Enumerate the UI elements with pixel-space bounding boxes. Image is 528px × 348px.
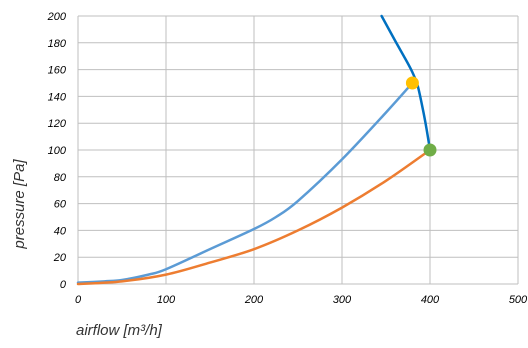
y-tick-label: 0 xyxy=(60,279,67,291)
series-line-2 xyxy=(76,81,414,284)
y-tick-label: 160 xyxy=(48,65,67,77)
operating-point-marker-1 xyxy=(405,76,419,90)
x-tick-label: 500 xyxy=(509,294,528,306)
x-axis-title: airflow [m³/h] xyxy=(76,322,163,339)
y-tick-label: 20 xyxy=(53,252,67,264)
x-tick-label: 200 xyxy=(244,294,264,306)
y-tick-label: 200 xyxy=(47,11,67,23)
x-tick-label: 300 xyxy=(333,294,352,306)
operating-point-markers xyxy=(405,76,437,157)
y-tick-label: 60 xyxy=(54,199,67,211)
x-tick-label: 100 xyxy=(157,294,176,306)
x-axis-ticks: 0 100 200 300 400 500 xyxy=(75,294,528,306)
y-tick-label: 140 xyxy=(48,91,67,103)
y-tick-label: 180 xyxy=(48,38,67,50)
series-line-1 xyxy=(380,14,432,152)
y-tick-label: 40 xyxy=(54,225,67,237)
y-tick-label: 120 xyxy=(48,118,67,130)
x-tick-label: 0 xyxy=(75,294,82,306)
x-tick-label: 400 xyxy=(421,294,440,306)
grid-lines xyxy=(77,15,519,285)
y-tick-label: 100 xyxy=(48,145,67,157)
y-tick-label: 80 xyxy=(54,172,67,184)
y-axis-title: pressure [Pa] xyxy=(11,159,28,250)
series-line-3 xyxy=(76,148,432,286)
operating-point-marker-2 xyxy=(423,143,437,157)
y-axis-ticks: 0 20 40 60 80 100 120 140 160 180 200 xyxy=(47,11,67,291)
